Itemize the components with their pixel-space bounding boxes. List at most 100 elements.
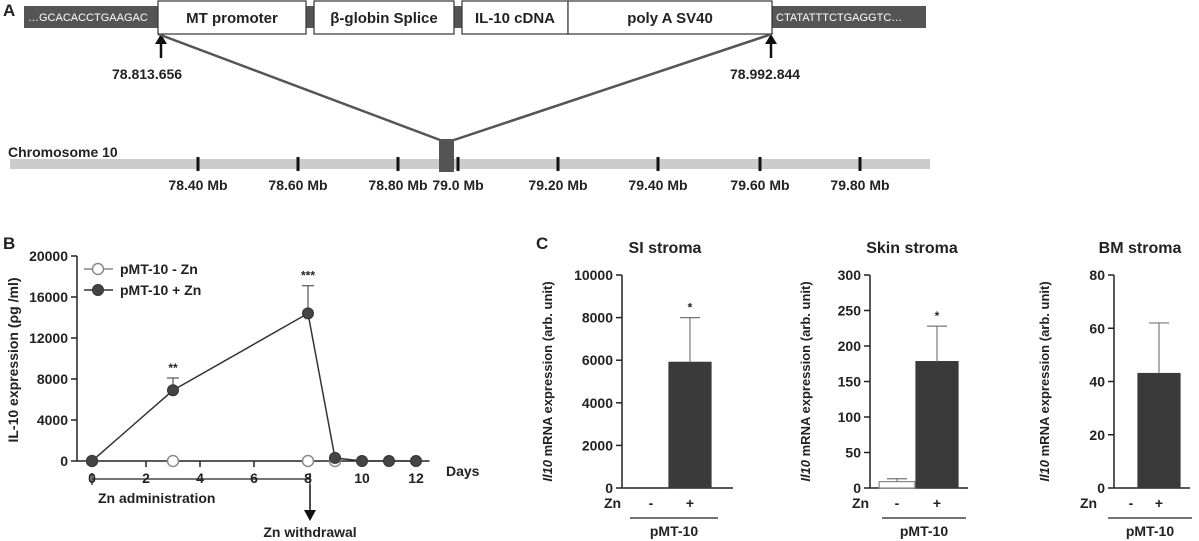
construct-label-il10-cdna: IL-10 cDNA — [475, 10, 555, 27]
y-axis-title-rest: mRNA expression (arb. unit) — [540, 281, 555, 460]
construct-label-mt-promoter: MT promoter — [186, 10, 278, 27]
group-label: pMT-10 — [650, 523, 698, 539]
significance-label: * — [688, 301, 693, 315]
significance-label: ** — [168, 361, 178, 375]
panel-b-letter: B — [3, 234, 15, 253]
construct-box-poly-a-sv40 — [567, 0, 773, 35]
construct-label-poly-a-sv40: poly A SV40 — [627, 10, 713, 27]
x-tick-label: 8 — [304, 470, 312, 486]
data-point-pmt10-minus-zn — [166, 454, 180, 468]
left-flank-sequence: …GCACACCTGAAGAC — [28, 12, 148, 24]
y-axis-title-rest: mRNA expression (arb. unit) — [798, 281, 813, 460]
chromosome-tick-label: 79.40 Mb — [628, 177, 687, 193]
y-tick-label: 20000 — [29, 248, 68, 264]
bar-plus — [1137, 372, 1181, 489]
category-label-plus: + — [1155, 495, 1163, 511]
y-tick-label: 100 — [838, 409, 862, 425]
y-tick-label: 16000 — [29, 289, 68, 305]
y-tick-label: 20 — [1089, 427, 1105, 443]
y-tick-label: 10000 — [574, 267, 613, 283]
chromosome-tick-label: 79.80 Mb — [830, 177, 889, 193]
y-axis-title-gene: Il10 — [540, 459, 555, 481]
zn-withdrawal-arrowhead-icon — [304, 510, 316, 521]
y-tick-label: 6000 — [582, 352, 613, 368]
x-tick-label: 10 — [354, 470, 370, 486]
y-tick-label: 0 — [1097, 480, 1105, 496]
y-axis-title-gene: Il10 — [798, 459, 813, 481]
chromosome-ticks: 78.40 Mb 78.60 Mb 78.80 Mb 79.0 Mb 79.20 Mb 7… — [168, 157, 890, 193]
right-coordinate: 78.992.844 — [730, 66, 800, 82]
legend-marker-minus-zn — [91, 262, 105, 276]
x-tick-label: 2 — [142, 470, 150, 486]
category-label-minus: - — [895, 495, 900, 511]
insertion-site-marker — [439, 139, 454, 172]
y-tick-label: 40 — [1089, 374, 1105, 390]
left-arrowhead-icon — [155, 34, 167, 44]
y-tick-label: 4000 — [582, 395, 613, 411]
right-flank-sequence: CTATATTTCTGAGGTC… — [776, 12, 902, 24]
zn-administration-label: Zn administration — [98, 490, 215, 506]
y-tick-label: 0 — [605, 480, 613, 496]
group-label: pMT-10 — [900, 523, 948, 539]
legend-marker-plus-zn — [92, 284, 104, 296]
chromosome-tick-label: 79.0 Mb — [432, 177, 483, 193]
category-label-minus: - — [649, 495, 654, 511]
right-insertion-line — [453, 32, 773, 142]
chromosome-tick-label: 78.60 Mb — [268, 177, 327, 193]
data-point-pmt10-plus-zn — [86, 455, 98, 467]
il10-time-course-chart: 040008000120001600020000024681012DaysIL-… — [5, 248, 480, 486]
data-point-pmt10-plus-zn — [410, 455, 422, 467]
x-axis-title: Days — [446, 463, 480, 479]
left-insertion-line — [157, 32, 441, 142]
zn-withdrawal-label: Zn withdrawal — [263, 524, 356, 540]
data-point-pmt10-plus-zn — [356, 455, 368, 467]
y-tick-label: 150 — [838, 374, 862, 390]
y-tick-label: 80 — [1089, 267, 1105, 283]
bar-minus — [878, 481, 916, 489]
zn-label: Zn — [1080, 495, 1097, 511]
y-axis-title: IL-10 expression (ρg /ml) — [5, 277, 21, 442]
category-label-plus: + — [933, 495, 941, 511]
right-arrowhead-icon — [765, 34, 777, 44]
y-tick-label: 60 — [1089, 320, 1105, 336]
chromosome-tick-label: 78.80 Mb — [368, 177, 427, 193]
construct-box-mt-promoter — [157, 0, 307, 35]
y-tick-label: 4000 — [37, 412, 68, 428]
chromosome-tick-label: 79.60 Mb — [730, 177, 789, 193]
y-tick-label: 200 — [838, 338, 862, 354]
panel-a: A …GCACACCTGAAGAC CTATATTTCTGAGGTC… MT p… — [3, 0, 930, 193]
panel-c-letter: C — [536, 234, 548, 253]
construct-label-beta-globin-splice: β-globin Splice — [330, 10, 438, 27]
y-tick-label: 8000 — [582, 310, 613, 326]
group-label: pMT-10 — [1126, 523, 1174, 539]
x-tick-label: 6 — [250, 470, 258, 486]
x-tick-label: 12 — [408, 470, 424, 486]
chart-title: Skin stroma — [866, 240, 958, 257]
y-axis-title-rest: mRNA expression (arb. unit) — [1037, 281, 1052, 460]
y-axis-title: Il10 mRNA expression (arb. unit) — [1037, 281, 1052, 481]
significance-label: *** — [301, 269, 315, 283]
significance-label: * — [935, 309, 940, 323]
chromosome-tick-label: 78.40 Mb — [168, 177, 227, 193]
y-tick-label: 0 — [853, 480, 861, 496]
construct-box-beta-globin-splice — [313, 0, 455, 35]
chromosome-label: Chromosome 10 — [8, 144, 118, 160]
bm-stroma-chart: BM stroma 0 20 40 60 80 Il10 mRNA expression (… — [1037, 240, 1192, 539]
y-tick-label: 8000 — [37, 371, 68, 387]
y-axis-title: Il10 mRNA expression (arb. unit) — [798, 281, 813, 481]
left-coordinate: 78.813.656 — [112, 66, 182, 82]
category-label-minus: - — [1129, 495, 1134, 511]
bar-plus — [668, 361, 712, 489]
chart-title: BM stroma — [1099, 240, 1182, 257]
y-tick-label: 0 — [60, 453, 68, 469]
chart-title: SI stroma — [629, 240, 702, 257]
zn-label: Zn — [604, 495, 621, 511]
y-axis-title-gene: Il10 — [1037, 459, 1052, 481]
y-tick-label: 300 — [838, 267, 862, 283]
category-label-plus: + — [686, 495, 694, 511]
legend-label: pMT-10 - Zn — [120, 261, 198, 277]
series-line-pmt10-plus-zn — [91, 312, 416, 462]
x-tick-label: 4 — [196, 470, 204, 486]
